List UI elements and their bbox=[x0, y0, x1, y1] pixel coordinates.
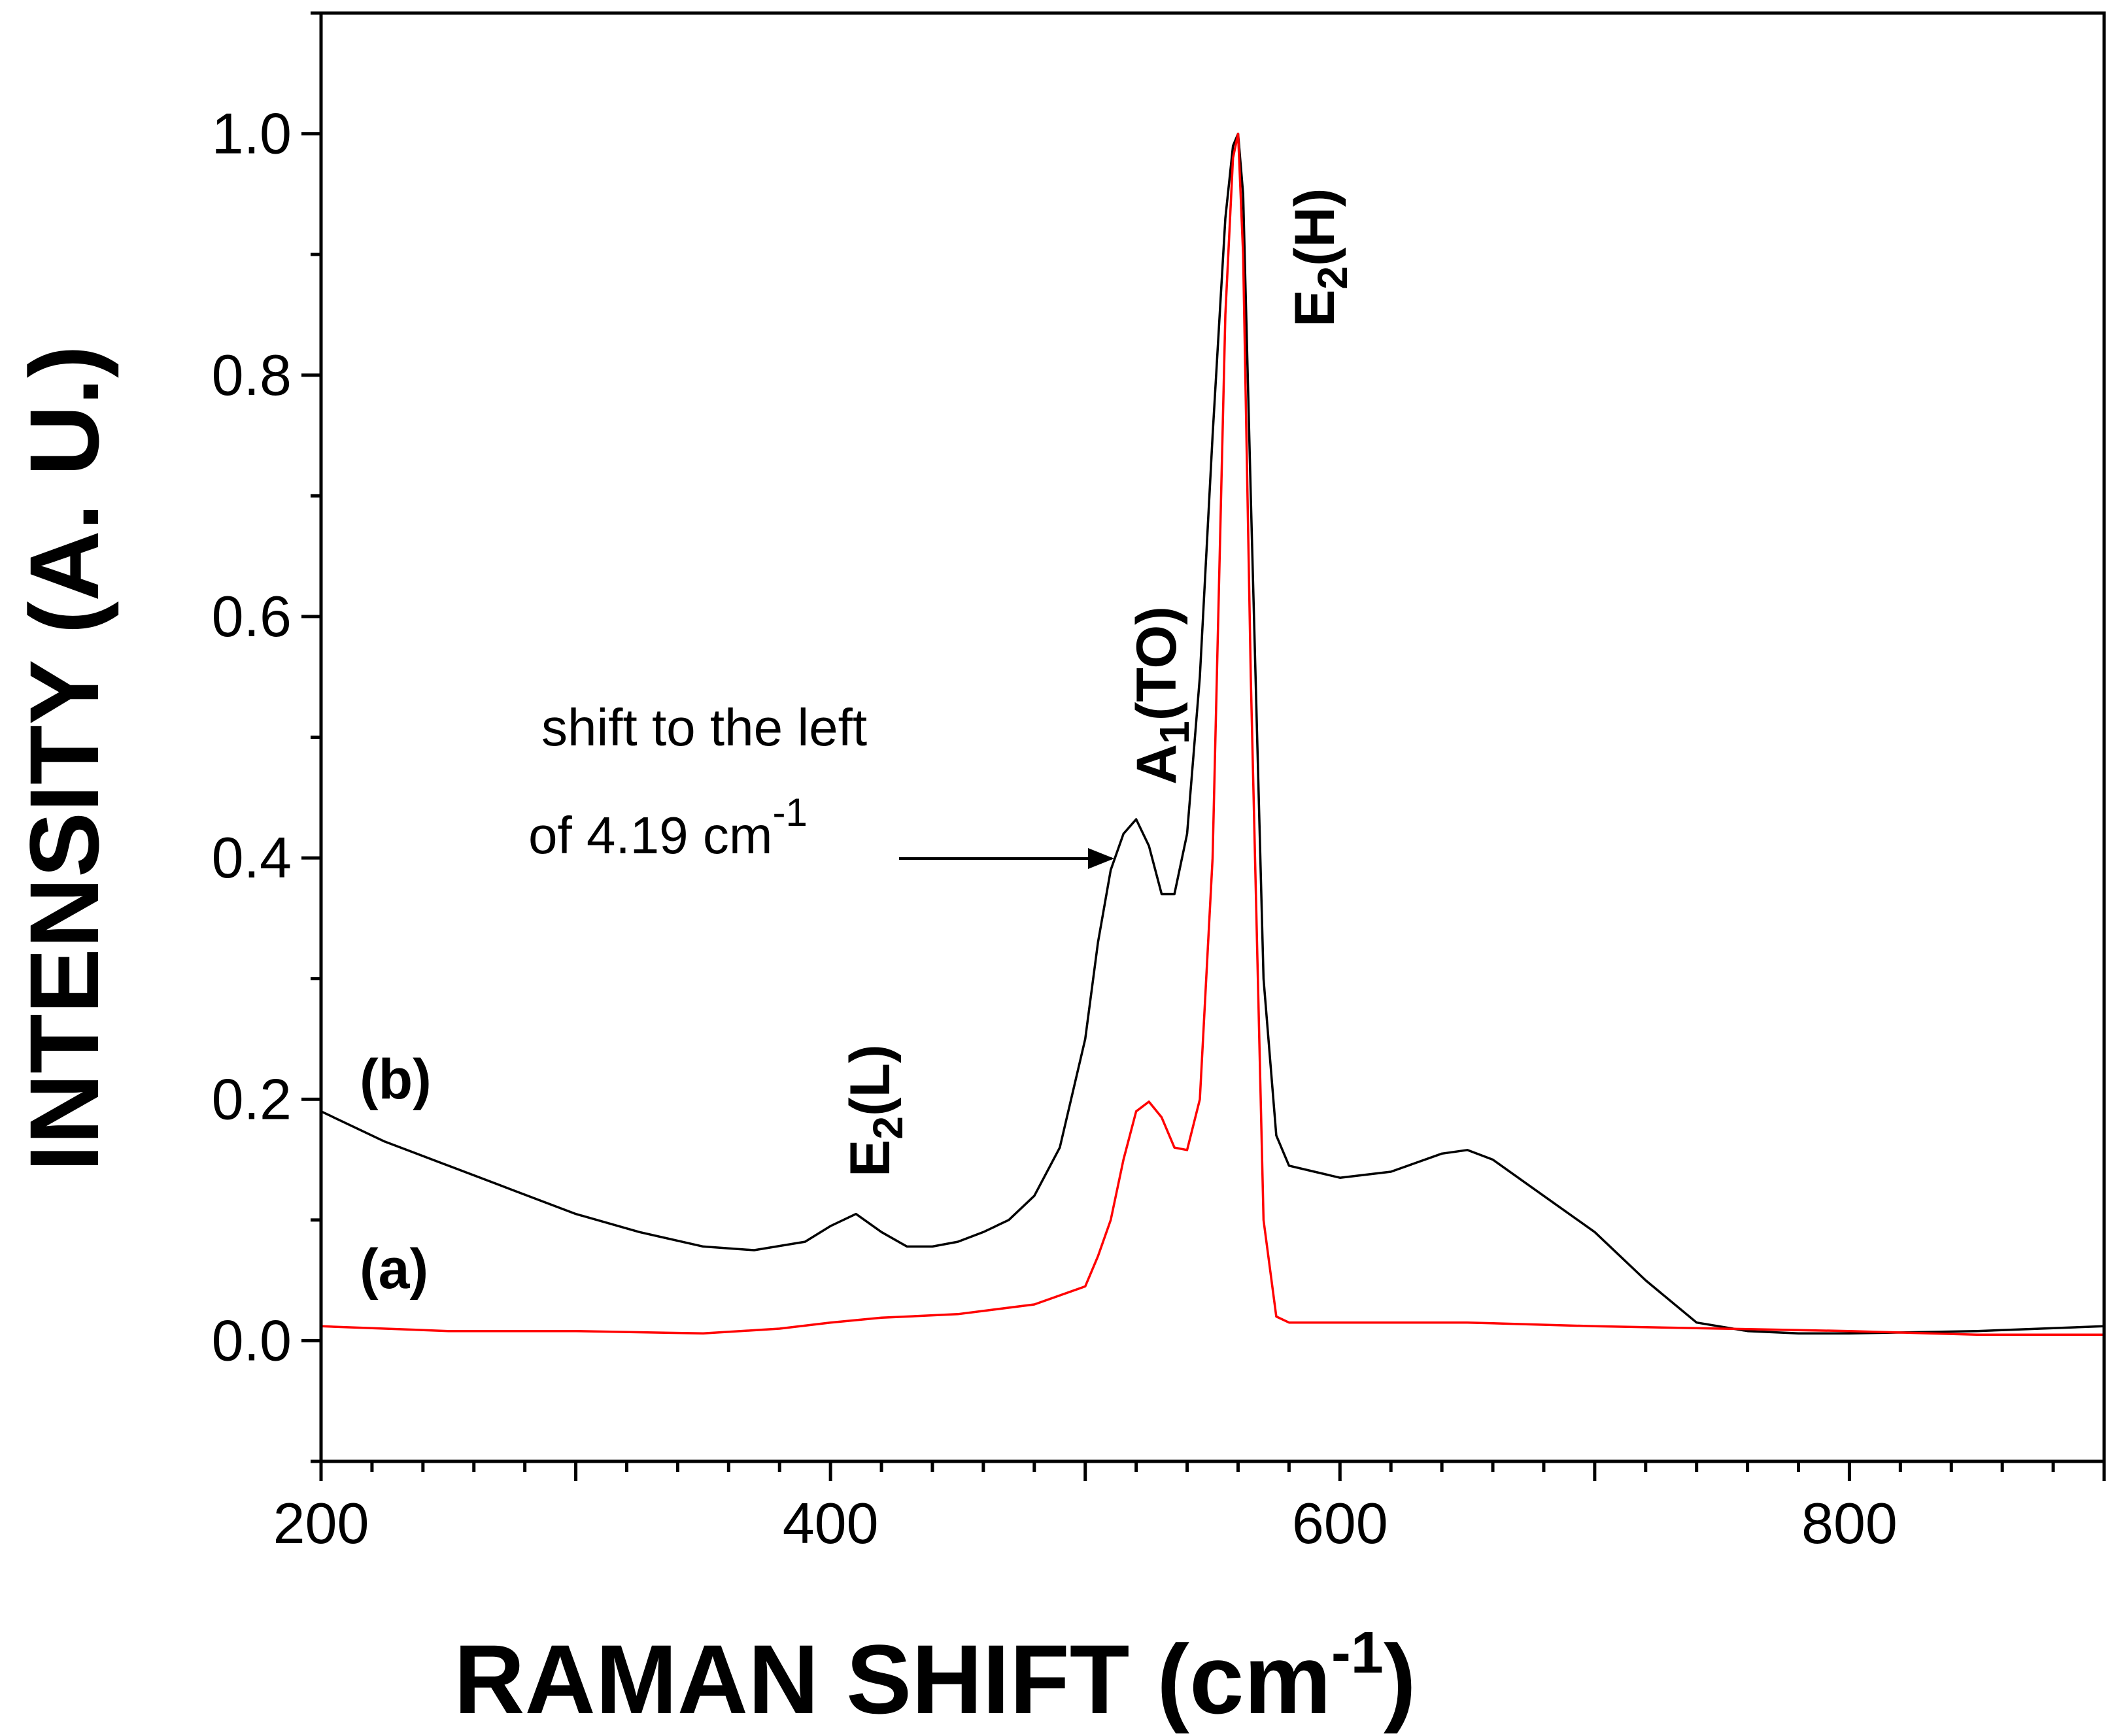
y-tick-label: 0.8 bbox=[212, 343, 292, 407]
plot-frame bbox=[319, 11, 2106, 1463]
series-layer bbox=[320, 132, 2105, 1336]
annotation-a1to: A1(TO) bbox=[1125, 606, 1198, 785]
x-axis-title: RAMAN SHIFT (cm-1) bbox=[454, 1620, 1416, 1734]
annotation-e2h: E2(H) bbox=[1284, 188, 1356, 327]
y-tick-label: 0.4 bbox=[212, 825, 292, 890]
series-label-a: (a) bbox=[360, 1238, 428, 1301]
shift-annotation-line2: of 4.19 cm-1 bbox=[528, 791, 808, 864]
x-axis-ticks: 200 400 600 800 bbox=[273, 1461, 2106, 1556]
annotation-e2l: E2(L) bbox=[839, 1044, 911, 1177]
shift-annotation-line1: shift to the left bbox=[541, 698, 867, 757]
y-axis-title: INTENSITY (A. U.) bbox=[9, 345, 119, 1172]
x-tick-label: 400 bbox=[783, 1491, 879, 1556]
y-tick-label: 0.6 bbox=[212, 584, 292, 649]
x-tick-label: 200 bbox=[273, 1491, 369, 1556]
y-tick-label: 0.0 bbox=[212, 1308, 292, 1372]
y-tick-label: 0.2 bbox=[212, 1066, 292, 1131]
y-tick-label: 1.0 bbox=[212, 101, 292, 166]
y-axis-ticks: 0.0 0.2 0.4 0.6 0.8 1.0 bbox=[212, 11, 321, 1463]
series-line-b bbox=[320, 132, 2105, 1335]
series-label-b: (b) bbox=[360, 1048, 432, 1111]
x-tick-label: 800 bbox=[1801, 1491, 1898, 1556]
series-line-a bbox=[320, 132, 2104, 1336]
x-tick-label: 600 bbox=[1292, 1491, 1388, 1556]
